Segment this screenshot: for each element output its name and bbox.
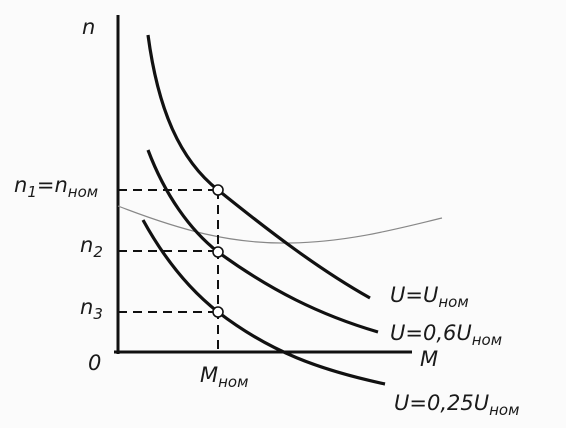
label-text: M xyxy=(420,347,438,371)
label-text: n xyxy=(80,295,93,319)
label-text: U=U xyxy=(390,283,438,307)
subscript: 2 xyxy=(93,243,103,261)
curve-label: U=Uном xyxy=(390,283,469,311)
label-text: n xyxy=(14,173,27,197)
load-curve xyxy=(117,205,443,244)
level-label: n1=nном xyxy=(14,173,98,201)
torque-label: Mном xyxy=(200,363,248,391)
curve xyxy=(141,219,386,386)
level-label: n2 xyxy=(80,233,103,261)
subscript: 1 xyxy=(27,183,37,201)
curve-label: U=0,25Uном xyxy=(394,391,519,419)
subscript: 3 xyxy=(93,305,103,323)
operating-point xyxy=(212,246,224,258)
subscript: ном xyxy=(68,183,98,201)
origin-label: 0 xyxy=(88,351,101,375)
level-label: n3 xyxy=(80,295,103,323)
label-text: =n xyxy=(37,173,68,197)
y-axis-label: n xyxy=(82,15,95,39)
label-text: M xyxy=(200,363,218,387)
subscript: ном xyxy=(489,401,519,419)
label-text: U=0,25U xyxy=(394,391,489,415)
label-text: 0 xyxy=(88,351,101,375)
subscript: ном xyxy=(472,331,502,349)
operating-point xyxy=(212,184,224,196)
operating-point xyxy=(212,306,224,318)
curve-label: U=0,6Uном xyxy=(390,321,502,349)
x-axis-label: M xyxy=(420,347,438,371)
subscript: ном xyxy=(438,293,468,311)
subscript: ном xyxy=(218,373,248,391)
label-text: n xyxy=(80,233,93,257)
label-text: U=0,6U xyxy=(390,321,472,345)
label-text: n xyxy=(82,15,95,39)
